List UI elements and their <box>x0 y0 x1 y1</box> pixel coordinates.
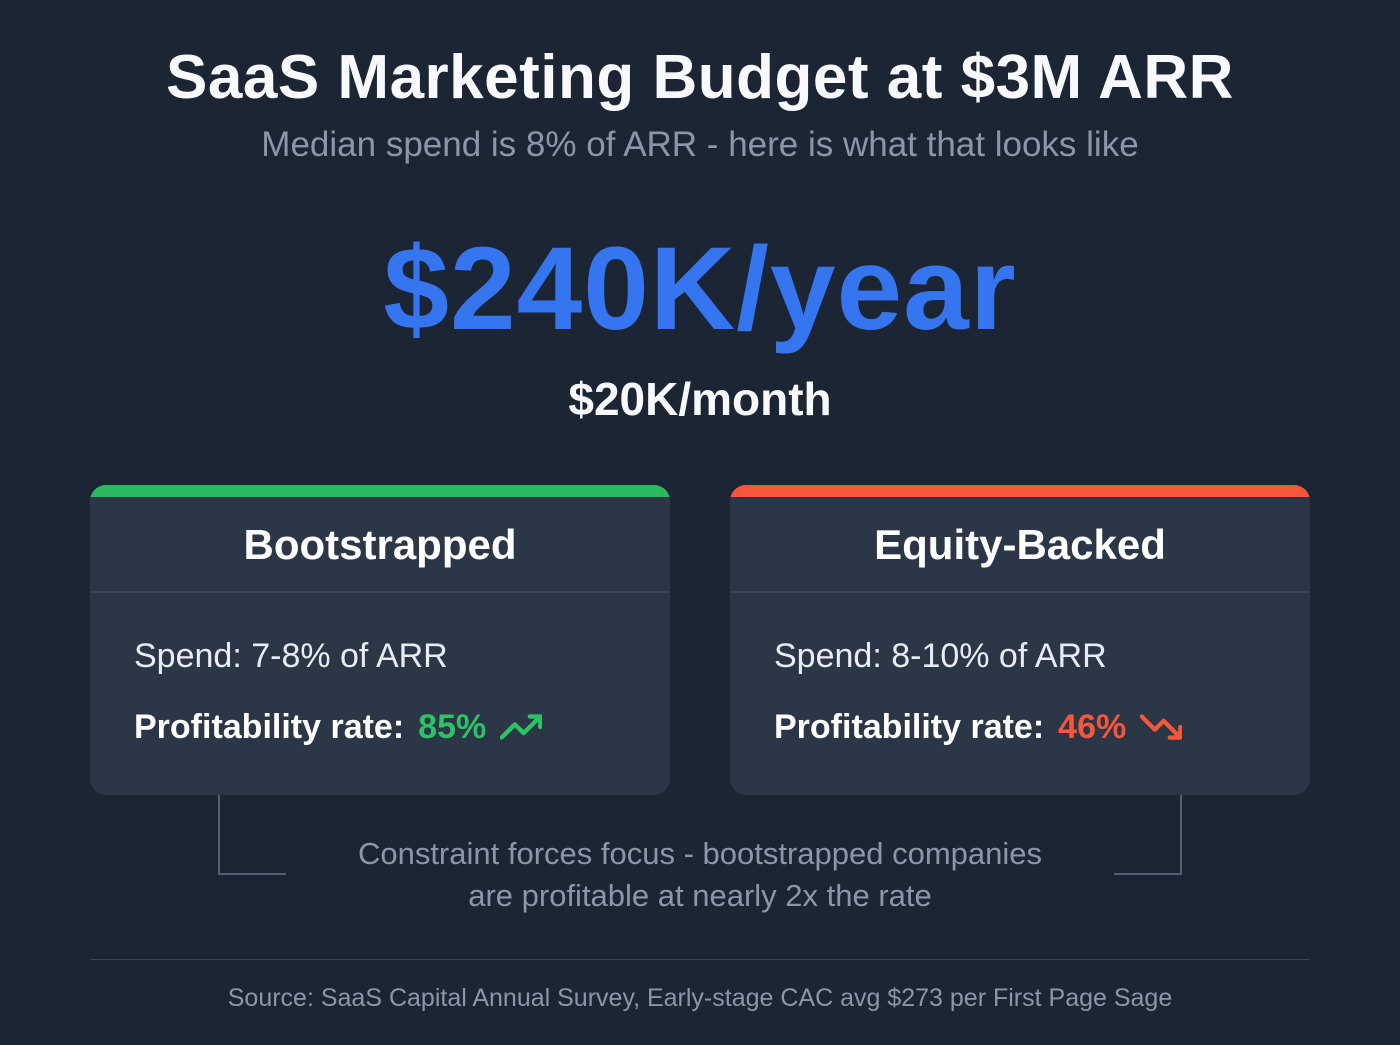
annotation-line-1: Constraint forces focus - bootstrapped c… <box>357 835 1043 871</box>
page-subtitle: Median spend is 8% of ARR - here is what… <box>261 125 1139 165</box>
yearly-budget-value: $240K/year <box>383 222 1017 355</box>
connector-line-left <box>218 794 286 875</box>
annotation-line-2: are profitable at nearly 2x the rate <box>468 877 932 913</box>
profitability-value: 85% <box>418 707 487 746</box>
profitability-label: Profitability rate: <box>774 707 1045 746</box>
card-bootstrapped: Bootstrapped Spend: 7-8% of ARR Profitab… <box>90 484 670 795</box>
card-accent-bar-red <box>730 484 1310 497</box>
card-title: Bootstrapped <box>243 520 517 568</box>
profitability-value: 46% <box>1058 707 1127 746</box>
footer-divider <box>90 958 1310 960</box>
comparison-cards-row: Bootstrapped Spend: 7-8% of ARR Profitab… <box>0 484 1400 795</box>
page-title: SaaS Marketing Budget at $3M ARR <box>166 43 1234 112</box>
profitability-line: Profitability rate: 85% <box>134 706 626 749</box>
profitability-label: Profitability rate: <box>134 707 405 746</box>
card-equity-backed: Equity-Backed Spend: 8-10% of ARR Profit… <box>730 484 1310 795</box>
trend-up-icon <box>500 706 543 748</box>
card-title: Equity-Backed <box>874 520 1166 568</box>
source-text: Source: SaaS Capital Annual Survey, Earl… <box>227 983 1173 1012</box>
spend-line: Spend: 8-10% of ARR <box>774 637 1107 676</box>
connector-line-right <box>1114 794 1182 875</box>
annotation-zone: Constraint forces focus - bootstrapped c… <box>0 794 1400 959</box>
card-header: Bootstrapped <box>90 497 670 594</box>
profitability-line: Profitability rate: 46% <box>774 706 1266 749</box>
card-header: Equity-Backed <box>730 497 1310 594</box>
card-body: Spend: 8-10% of ARR Profitability rate: … <box>730 593 1310 748</box>
card-body: Spend: 7-8% of ARR Profitability rate: 8… <box>90 593 670 748</box>
annotation-text: Constraint forces focus - bootstrapped c… <box>0 795 1400 917</box>
spend-line: Spend: 7-8% of ARR <box>134 637 448 676</box>
trend-down-icon <box>1140 706 1183 748</box>
card-accent-bar-green <box>90 484 670 497</box>
monthly-budget-value: $20K/month <box>568 372 832 425</box>
